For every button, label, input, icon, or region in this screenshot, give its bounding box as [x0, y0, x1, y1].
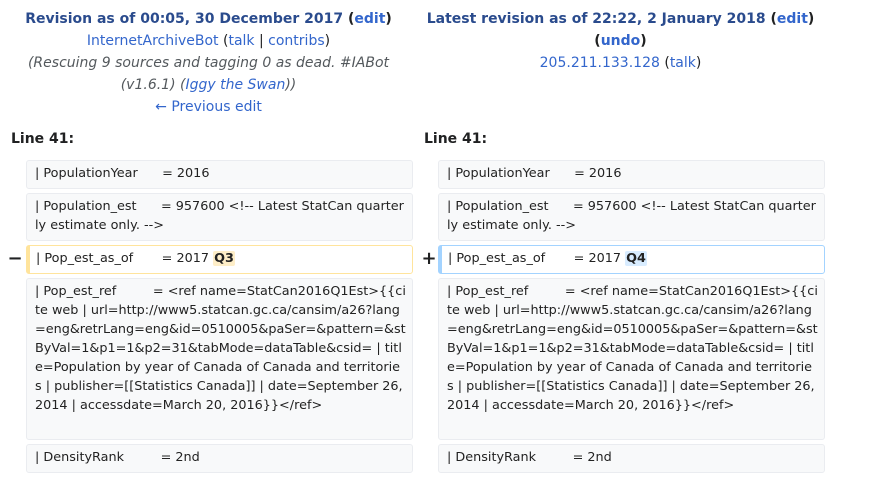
old-revision-user-line: InternetArchiveBot (talk | contribs)	[86, 33, 331, 49]
old-edit-link[interactable]: edit	[354, 11, 386, 27]
old-revision-title: Revision as of 00:05, 30 December 2017 (…	[0, 8, 417, 30]
paren: (	[347, 11, 355, 27]
latest-revision-user-line: 205.211.133.128 (talk)	[539, 55, 702, 71]
diff-context-left-population-est: | Population_est = 957600 <!-- Latest St…	[26, 193, 413, 241]
summary-text-1: (Rescuing 9 sources and tagging 0 as dea…	[27, 55, 390, 71]
diff-context-right-pop-est-ref: | Pop_est_ref = <ref name=StatCan2016Q1E…	[438, 278, 825, 440]
old-user-talk-link[interactable]: talk	[228, 33, 255, 49]
diff-context-left-populationyear: | PopulationYear = 2016	[26, 160, 413, 189]
undo-link[interactable]: undo	[600, 33, 641, 49]
right-line-number: Line 41:	[424, 131, 488, 147]
paren: )	[385, 11, 392, 27]
latest-user-talk-link[interactable]: talk	[669, 55, 696, 71]
diff-context-left-pop-est-ref: | Pop_est_ref = <ref name=StatCan2016Q1E…	[26, 278, 413, 440]
diff-context-left-densityrank: | DensityRank = 2nd	[26, 444, 413, 473]
diff-context-right-densityrank: | DensityRank = 2nd	[438, 444, 825, 473]
undo-line: (undo)	[412, 30, 829, 52]
deleted-line-text: | Pop_est_as_of = 2017	[36, 251, 214, 266]
latest-user-link[interactable]: 205.211.133.128	[539, 55, 660, 71]
paren: (	[594, 33, 601, 49]
diff-context-right-population-est: | Population_est = 957600 <!-- Latest St…	[438, 193, 825, 241]
latest-revision-link[interactable]: Latest revision as of 22:22, 2 January 2…	[426, 11, 766, 27]
latest-revision-title: Latest revision as of 22:22, 2 January 2…	[412, 8, 829, 30]
diff-deleted-line: | Pop_est_as_of = 2017 Q3	[26, 245, 413, 274]
paren: (	[770, 11, 777, 27]
deleted-line-marker: −	[7, 248, 23, 269]
previous-edit-link[interactable]: ← Previous edit	[155, 99, 262, 115]
old-revision-link[interactable]: Revision as of 00:05, 30 December 2017	[25, 11, 344, 27]
added-word: Q4	[625, 251, 647, 266]
added-line-marker: +	[421, 248, 437, 269]
paren: )	[640, 33, 647, 49]
old-user-contribs-link[interactable]: contribs	[268, 33, 325, 49]
summary-text-2a: (v1.6.1) (	[120, 77, 186, 93]
edit-summary: (Rescuing 9 sources and tagging 0 as dea…	[0, 52, 417, 96]
latest-edit-link[interactable]: edit	[776, 11, 808, 27]
old-user-link[interactable]: InternetArchiveBot	[86, 33, 219, 49]
summary-user-link[interactable]: Iggy the Swan	[185, 77, 286, 93]
diff-context-right-populationyear: | PopulationYear = 2016	[438, 160, 825, 189]
paren: )	[807, 11, 815, 27]
diff-added-line: | Pop_est_as_of = 2017 Q4	[438, 245, 825, 274]
summary-text-2b: ))	[285, 77, 297, 93]
old-revision-header: Revision as of 00:05, 30 December 2017 (…	[0, 8, 417, 118]
added-line-text: | Pop_est_as_of = 2017	[448, 251, 626, 266]
left-line-number: Line 41:	[11, 131, 75, 147]
latest-revision-header: Latest revision as of 22:22, 2 January 2…	[412, 8, 829, 74]
deleted-word: Q3	[213, 251, 235, 266]
